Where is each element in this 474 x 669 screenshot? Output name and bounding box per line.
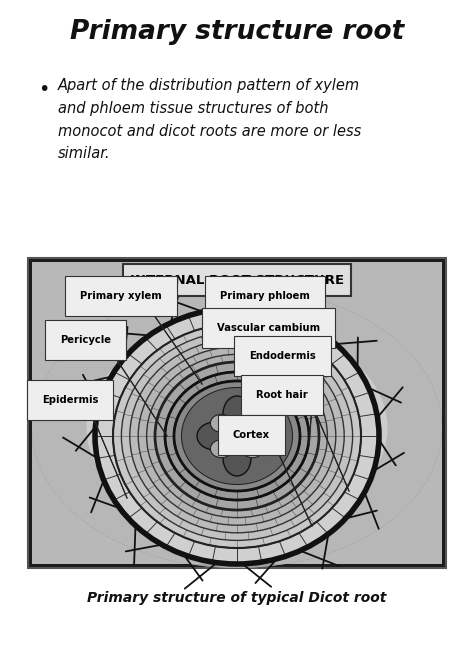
Ellipse shape [121,332,353,541]
Ellipse shape [113,324,361,548]
Text: Primary structure root: Primary structure root [70,19,404,45]
Ellipse shape [174,381,300,491]
Ellipse shape [241,422,277,450]
Text: Endodermis: Endodermis [249,351,316,361]
Ellipse shape [223,440,251,476]
Ellipse shape [32,288,442,568]
Text: Apart of the distribution pattern of xylem
and phloem tissue structures of both
: Apart of the distribution pattern of xyl… [58,78,361,161]
Ellipse shape [32,288,442,568]
Ellipse shape [32,288,442,568]
Ellipse shape [138,347,336,525]
Ellipse shape [32,288,442,568]
Ellipse shape [143,359,331,498]
Text: Epidermis: Epidermis [42,395,99,405]
Ellipse shape [182,388,292,484]
Ellipse shape [32,288,442,568]
Ellipse shape [87,322,387,533]
Ellipse shape [165,372,309,500]
FancyBboxPatch shape [123,264,351,296]
Ellipse shape [32,288,442,568]
Ellipse shape [32,288,442,568]
Ellipse shape [32,288,442,568]
Ellipse shape [155,362,319,510]
Ellipse shape [146,355,328,518]
Ellipse shape [32,288,442,568]
Ellipse shape [32,288,442,568]
Ellipse shape [32,288,442,568]
Ellipse shape [223,396,251,432]
Ellipse shape [32,288,442,568]
Ellipse shape [32,288,442,568]
Ellipse shape [32,288,442,568]
Ellipse shape [210,414,232,432]
Text: •: • [38,80,49,99]
Ellipse shape [182,388,292,484]
Text: Primary structure of typical Dicot root: Primary structure of typical Dicot root [87,591,387,605]
Ellipse shape [113,324,361,548]
Ellipse shape [95,308,379,564]
Ellipse shape [32,288,442,568]
Ellipse shape [210,440,232,458]
Ellipse shape [32,288,442,568]
Ellipse shape [32,288,442,568]
Text: Primary xylem: Primary xylem [80,291,162,301]
Ellipse shape [130,339,344,533]
Text: INTERNAL ROOT STRUCTURE: INTERNAL ROOT STRUCTURE [130,274,344,286]
Ellipse shape [32,288,442,568]
Ellipse shape [32,288,442,568]
Ellipse shape [32,288,442,568]
Ellipse shape [197,422,233,450]
Ellipse shape [32,288,442,568]
Ellipse shape [32,288,442,568]
Ellipse shape [242,414,264,432]
Ellipse shape [225,426,249,446]
Text: Vascular cambium: Vascular cambium [217,323,320,333]
Ellipse shape [155,362,319,510]
Ellipse shape [32,288,442,568]
FancyBboxPatch shape [28,258,446,568]
Text: Pericycle: Pericycle [60,335,111,345]
Text: Primary phloem: Primary phloem [220,291,310,301]
Ellipse shape [32,288,442,568]
Ellipse shape [32,288,442,568]
Text: Cortex: Cortex [233,430,270,440]
FancyBboxPatch shape [32,262,442,564]
Ellipse shape [242,440,264,458]
Text: Root hair: Root hair [256,390,308,400]
